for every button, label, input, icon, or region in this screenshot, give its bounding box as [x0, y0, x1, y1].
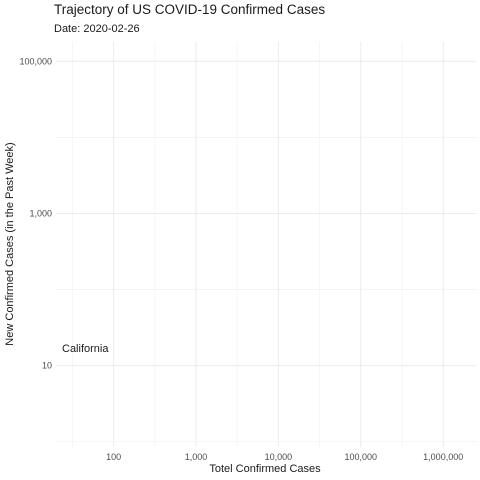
- x-tick-labels: 100 1,000 10,000 100,000 1,000,000: [106, 452, 463, 462]
- y-tick-label: 10: [42, 361, 52, 371]
- chart-title: Trajectory of US COVID-19 Confirmed Case…: [54, 2, 325, 17]
- y-tick-labels: 10 1,000 100,000: [19, 56, 52, 370]
- minor-gridlines-x: [71, 42, 403, 447]
- minor-gridlines-y: [56, 137, 476, 443]
- x-tick-label: 10,000: [265, 452, 293, 462]
- data-points: California: [62, 343, 109, 355]
- major-gridlines-x: [113, 42, 444, 447]
- major-gridlines-y: [56, 60, 476, 367]
- x-tick-label: 1,000: [185, 452, 208, 462]
- x-tick-label: 100: [106, 452, 121, 462]
- x-axis-label: Totel Confirmed Cases: [209, 463, 321, 475]
- y-axis-label: New Confirmed Cases (in the Past Week): [4, 142, 16, 345]
- y-tick-label: 100,000: [19, 56, 52, 66]
- point-label-california: California: [62, 343, 109, 355]
- x-tick-label: 100,000: [345, 452, 378, 462]
- chart-subtitle: Date: 2020-02-26: [54, 23, 140, 35]
- y-tick-label: 1,000: [29, 209, 52, 219]
- x-tick-label: 1,000,000: [423, 452, 463, 462]
